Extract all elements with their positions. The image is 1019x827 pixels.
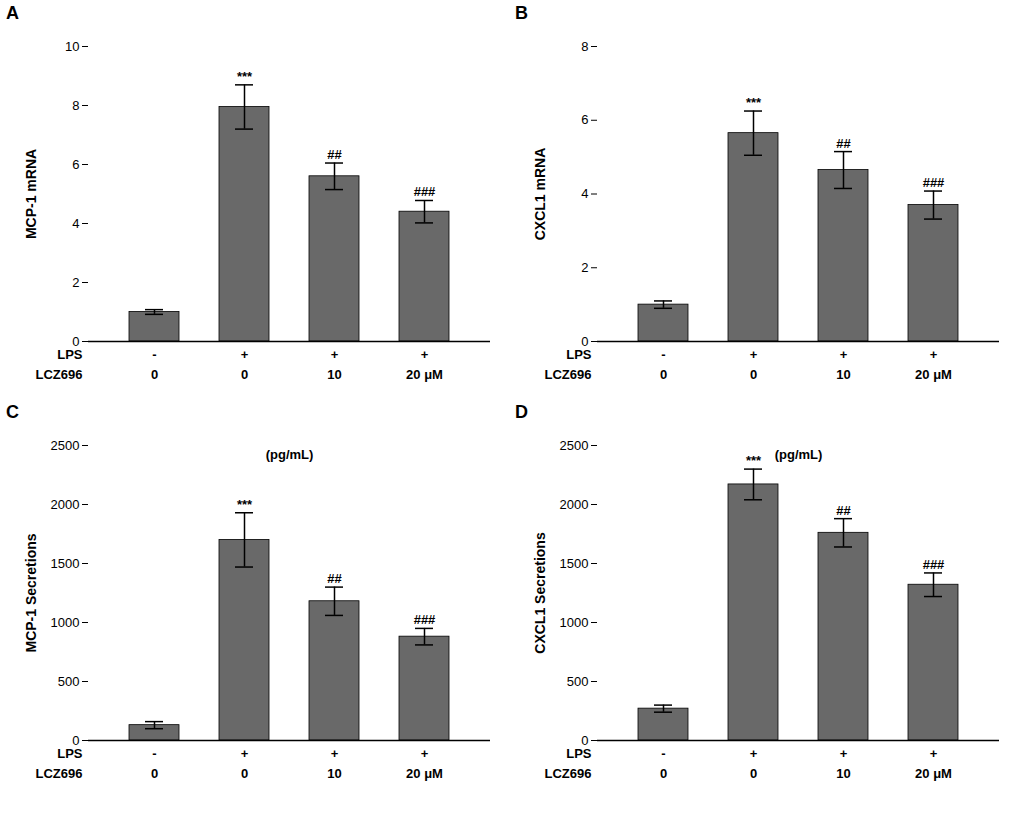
svg-text:6: 6 [581, 112, 588, 127]
svg-text:0: 0 [581, 333, 589, 349]
svg-text:MCP-1 Secretions: MCP-1 Secretions [23, 533, 39, 652]
svg-text:2000: 2000 [51, 497, 80, 512]
svg-text:20 μM: 20 μM [915, 367, 952, 382]
svg-text:-: - [661, 347, 665, 362]
svg-text:2500: 2500 [560, 438, 589, 453]
svg-text:+: + [840, 347, 848, 362]
svg-text:LCZ696: LCZ696 [545, 766, 592, 781]
svg-text:***: *** [237, 69, 253, 84]
svg-text:1000: 1000 [51, 615, 80, 630]
svg-text:+: + [331, 347, 339, 362]
svg-text:0: 0 [660, 367, 667, 382]
svg-text:0: 0 [750, 766, 757, 781]
svg-text:+: + [421, 347, 429, 362]
svg-text:0: 0 [660, 766, 667, 781]
svg-text:###: ### [923, 557, 945, 572]
svg-text:500: 500 [567, 674, 589, 689]
svg-text:20 μM: 20 μM [406, 367, 443, 382]
svg-text:0: 0 [581, 732, 589, 748]
svg-text:***: *** [237, 497, 253, 512]
svg-text:LPS: LPS [566, 746, 592, 761]
svg-text:20 μM: 20 μM [915, 766, 952, 781]
svg-text:1000: 1000 [560, 615, 589, 630]
svg-text:LPS: LPS [57, 746, 83, 761]
svg-text:0: 0 [151, 367, 158, 382]
svg-text:LPS: LPS [57, 347, 83, 362]
svg-text:0: 0 [151, 766, 158, 781]
svg-text:+: + [930, 347, 938, 362]
svg-text:###: ### [414, 612, 436, 627]
svg-text:2000: 2000 [560, 497, 589, 512]
svg-text:+: + [241, 746, 249, 761]
svg-text:***: *** [746, 95, 762, 110]
svg-text:+: + [241, 347, 249, 362]
svg-text:LCZ696: LCZ696 [36, 766, 83, 781]
svg-text:10: 10 [836, 766, 850, 781]
svg-text:0: 0 [241, 367, 248, 382]
html-text:A: A [6, 3, 19, 23]
svg-text:***: *** [746, 453, 762, 468]
svg-text:LPS: LPS [566, 347, 592, 362]
svg-text:+: + [421, 746, 429, 761]
svg-text:CXCL1 mRNA: CXCL1 mRNA [532, 148, 548, 241]
svg-text:2: 2 [72, 275, 79, 290]
svg-text:8: 8 [581, 39, 588, 54]
svg-text:4: 4 [72, 216, 79, 231]
svg-text:0: 0 [72, 732, 80, 748]
svg-text:10: 10 [836, 367, 850, 382]
svg-text:##: ## [836, 136, 851, 151]
svg-text:+: + [930, 746, 938, 761]
svg-text:0: 0 [750, 367, 757, 382]
svg-text:1500: 1500 [51, 556, 80, 571]
svg-text:###: ### [923, 175, 945, 190]
svg-text:##: ## [327, 571, 342, 586]
svg-text:LCZ696: LCZ696 [36, 367, 83, 382]
svg-text:20 μM: 20 μM [406, 766, 443, 781]
svg-text:(pg/mL): (pg/mL) [266, 447, 314, 462]
svg-text:###: ### [414, 184, 436, 199]
svg-text:4: 4 [581, 186, 588, 201]
svg-text:10: 10 [327, 367, 341, 382]
svg-text:-: - [661, 746, 665, 761]
svg-text:+: + [750, 347, 758, 362]
svg-text:6: 6 [72, 157, 79, 172]
svg-text:##: ## [836, 503, 851, 518]
svg-text:8: 8 [72, 98, 79, 113]
svg-text:(pg/mL): (pg/mL) [775, 447, 823, 462]
svg-text:500: 500 [58, 674, 80, 689]
svg-text:CXCL1 Secretions: CXCL1 Secretions [532, 532, 548, 654]
svg-text:1500: 1500 [560, 556, 589, 571]
svg-text:##: ## [327, 147, 342, 162]
svg-text:0: 0 [241, 766, 248, 781]
svg-text:+: + [750, 746, 758, 761]
svg-text:+: + [331, 746, 339, 761]
svg-text:-: - [152, 347, 156, 362]
svg-text:2500: 2500 [51, 438, 80, 453]
svg-text:10: 10 [327, 766, 341, 781]
svg-text:MCP-1 mRNA: MCP-1 mRNA [23, 149, 39, 239]
svg-text:-: - [152, 746, 156, 761]
svg-text:0: 0 [72, 333, 80, 349]
html-text:D: D [515, 402, 528, 422]
svg-text:LCZ696: LCZ696 [545, 367, 592, 382]
svg-text:+: + [840, 746, 848, 761]
html-text:B: B [515, 3, 528, 23]
svg-text:2: 2 [581, 260, 588, 275]
svg-text:10: 10 [65, 39, 79, 54]
html-text:C: C [6, 402, 19, 422]
